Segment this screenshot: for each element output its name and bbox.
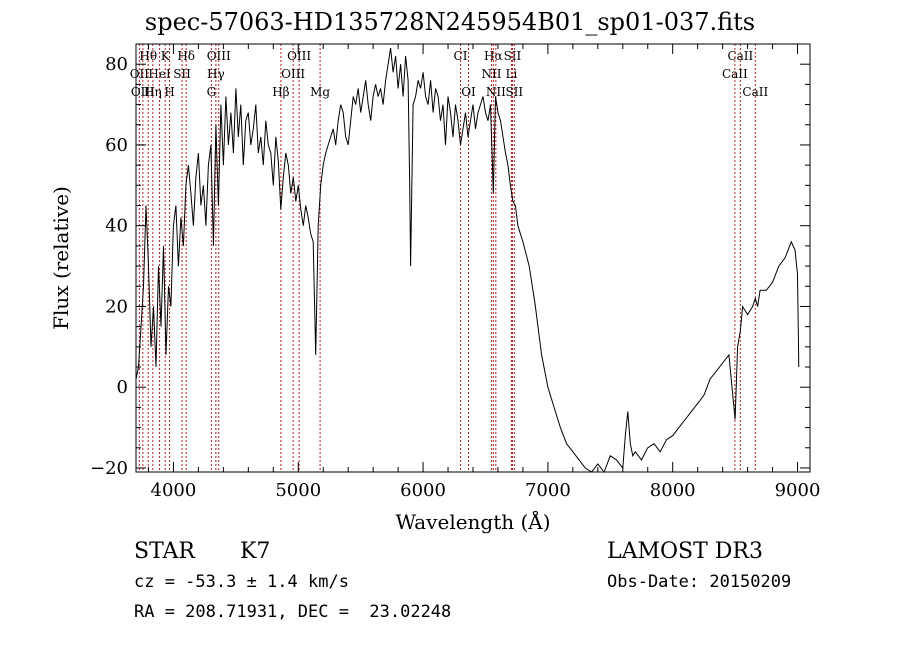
line-marker-label: CI	[454, 49, 468, 63]
line-marker-label: Hγ	[207, 67, 225, 81]
x-tick-label: 6000	[400, 480, 446, 501]
line-marker-label: Hθ	[139, 49, 157, 63]
chart-title: spec-57063-HD135728N245954B01_sp01-037.f…	[144, 8, 756, 36]
line-marker-label: OI	[461, 85, 476, 99]
survey-name: LAMOST DR3	[607, 539, 763, 564]
line-marker-label: OIII	[207, 49, 231, 63]
x-tick-label: 7000	[525, 480, 571, 501]
redshift-value: cz = -53.3 ± 1.4 km/s	[134, 572, 349, 592]
axis-ticks: 4000 5000 6000 7000 8000 9000 −20 0 20 40 60 80	[90, 43, 821, 501]
line-marker-label: HeI	[148, 67, 171, 81]
line-marker-label: SII	[505, 85, 523, 99]
line-marker-label: K	[161, 49, 171, 63]
line-marker-label: Hδ	[177, 49, 195, 63]
line-marker-label: Hα	[484, 49, 503, 63]
line-marker-label: OIII	[131, 85, 155, 99]
y-tick-label: 20	[105, 296, 128, 317]
y-axis-label: Flux (relative)	[49, 186, 73, 330]
spectrum-line	[135, 47, 800, 474]
line-marker-label: SII	[504, 49, 522, 63]
line-marker-label: Hη	[144, 85, 162, 99]
line-marker-label: G	[207, 85, 217, 99]
x-tick-label: 4000	[151, 480, 197, 501]
line-marker-label: OII	[130, 67, 150, 81]
line-marker-label: CaII	[722, 67, 748, 81]
coordinates: RA = 208.71931, DEC = 23.02248	[134, 602, 452, 622]
line-markers: Hθ OII OIII K HeI Hη Hδ SII H OIII Hγ G Hβ OIII OIII Mg…	[130, 44, 768, 472]
line-marker-label: NII	[486, 85, 506, 99]
line-marker-label: Hβ	[272, 85, 289, 99]
line-marker-label: Mg	[310, 85, 330, 99]
x-axis-label: Wavelength (Å)	[395, 509, 550, 534]
line-marker-label: OIII	[287, 49, 311, 63]
y-tick-label: 40	[105, 216, 128, 237]
line-marker-label: NII	[481, 67, 501, 81]
line-marker-label: Li	[506, 67, 518, 81]
y-tick-label: 80	[105, 54, 128, 75]
line-marker-label: CaII	[727, 49, 753, 63]
line-marker-label: OIII	[281, 67, 305, 81]
line-marker-label: SII	[173, 67, 191, 81]
y-tick-label: 0	[117, 377, 128, 398]
object-subclass: K7	[240, 539, 271, 564]
y-tick-label: 60	[105, 135, 128, 156]
object-class: STAR	[134, 539, 195, 564]
line-marker-label: H	[164, 85, 174, 99]
y-tick-label: −20	[90, 458, 128, 479]
x-tick-label: 9000	[775, 480, 821, 501]
observation-date: Obs-Date: 20150209	[607, 572, 792, 592]
x-tick-label: 8000	[650, 480, 696, 501]
line-marker-label: CaII	[742, 85, 768, 99]
spectrum-plot	[135, 47, 800, 474]
x-tick-label: 5000	[275, 480, 321, 501]
